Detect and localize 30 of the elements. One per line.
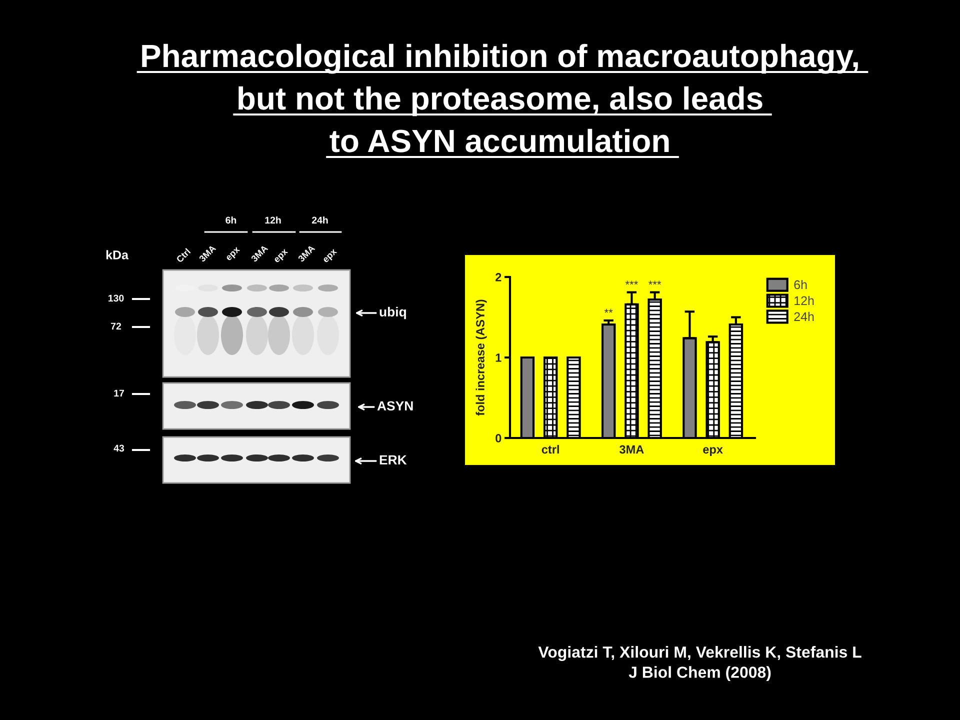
legend-label: 24h xyxy=(794,312,814,321)
text: 72 xyxy=(111,322,122,330)
x-tick-label: 3MA xyxy=(620,445,644,454)
text: kDa xyxy=(106,250,129,260)
data-label: *** xyxy=(648,280,662,285)
y-tick-label: 0 xyxy=(496,434,502,442)
text: 12h xyxy=(265,216,281,224)
legend-label: 12h xyxy=(794,296,814,305)
text: ERK xyxy=(380,455,407,464)
text: epx xyxy=(322,248,338,264)
data-label: ** xyxy=(604,308,613,313)
x-tick-label: epx xyxy=(703,447,723,456)
text: Vogiatzi T, Xilouri M, Vekrellis K, Stefanis L J Biol Chem (2008) xyxy=(538,646,862,682)
y-tick-label: 1 xyxy=(496,354,502,362)
text: 17 xyxy=(114,390,124,397)
text: Ctrl xyxy=(176,248,191,263)
text: 24h xyxy=(312,216,328,224)
data-label: *** xyxy=(625,280,638,285)
text: ubiq xyxy=(380,306,406,320)
text: ASYN xyxy=(377,401,413,411)
text: epx xyxy=(226,246,242,262)
text: Pharmacological inhibition of macroautophagy, but not the proteasome, also leads to ASYN accumulation xyxy=(142,44,858,152)
text: 6h xyxy=(226,216,236,224)
x-tick-label: ctrl xyxy=(542,444,559,454)
y-axis-title: fold increase (ASYN) xyxy=(476,300,487,416)
text: epx xyxy=(274,248,290,264)
text: 130 xyxy=(108,294,124,302)
y-tick-label: 2 xyxy=(496,273,502,282)
text: 43 xyxy=(114,444,124,452)
legend-label: 6h xyxy=(794,280,807,290)
